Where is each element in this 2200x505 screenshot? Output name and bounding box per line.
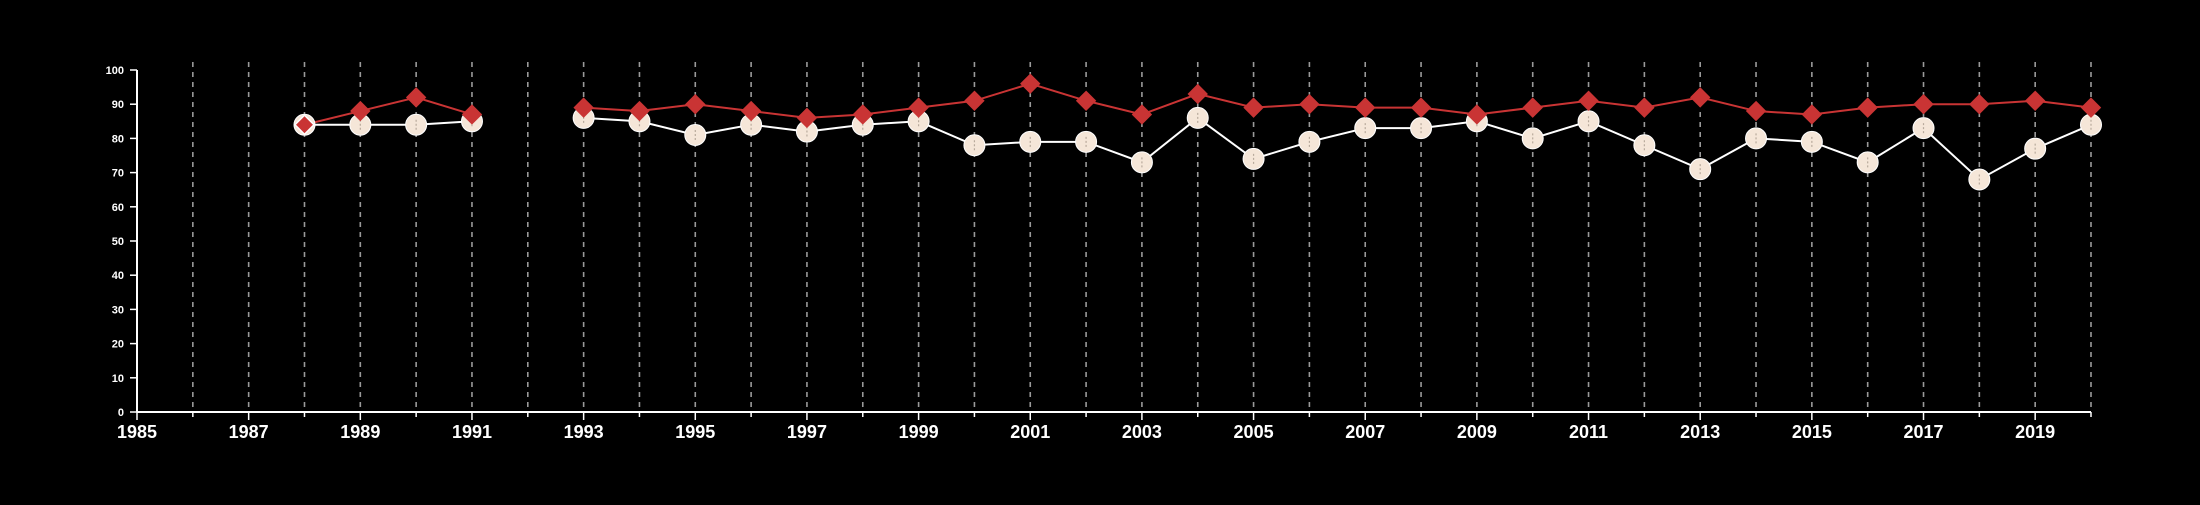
y-tick-label-80: 80 [112, 133, 124, 145]
series-2-point-2005 [1243, 97, 1264, 118]
series-2-point-1996 [740, 100, 762, 122]
y-tick-label-10: 10 [112, 373, 124, 385]
x-tick-label-1997: 1997 [787, 422, 827, 442]
x-tick-label-1989: 1989 [340, 422, 380, 442]
series-2-point-2000 [964, 90, 985, 111]
series-2-point-1994 [629, 100, 650, 122]
series-2-point-2007 [1355, 97, 1376, 118]
y-tick-label-60: 60 [112, 202, 124, 214]
x-tick-label-1999: 1999 [899, 422, 939, 442]
x-tick-label-2019: 2019 [2015, 422, 2055, 442]
series-1-line-segment-0 [304, 120, 473, 126]
series-2-line-segment-0 [304, 96, 473, 126]
series-2-point-2001 [1020, 73, 1041, 94]
series-2-point-2014 [1745, 100, 1767, 122]
x-tick-label-2013: 2013 [1680, 422, 1720, 442]
series-2-point-1990 [405, 87, 427, 108]
y-tick-label-30: 30 [112, 304, 124, 316]
series-2-point-2019 [2024, 90, 2046, 111]
series-2-point-2006 [1299, 93, 1320, 115]
series-2-point-2012 [1634, 97, 1655, 118]
y-tick-label-90: 90 [112, 99, 124, 111]
series-2-point-1999 [908, 97, 929, 118]
x-tick-label-2011: 2011 [1569, 422, 1608, 442]
series-2-point-2015 [1801, 104, 1823, 125]
x-tick-label-1985: 1985 [117, 422, 157, 442]
x-tick-label-2015: 2015 [1792, 422, 1832, 442]
series-2-point-1988 [293, 114, 316, 136]
series-2-point-1989 [350, 100, 371, 122]
series-1-line-segment-1 [583, 116, 2092, 181]
series-2-point-2016 [1857, 97, 1878, 118]
y-tick-label-100: 100 [106, 65, 124, 77]
x-tick-label-2007: 2007 [1345, 422, 1385, 442]
series-2-point-1995 [685, 93, 706, 115]
series-2-point-2018 [1969, 93, 1990, 115]
series-2-point-1993 [573, 97, 594, 118]
x-tick-label-2003: 2003 [1122, 422, 1162, 442]
y-tick-label-0: 0 [118, 407, 124, 419]
series-2-point-1998 [852, 104, 873, 125]
series-2-point-2017 [1913, 93, 1934, 115]
series-2-line-segment-1 [583, 82, 2092, 119]
series-2-point-2010 [1522, 97, 1543, 118]
y-tick-label-50: 50 [112, 236, 124, 248]
x-tick-label-1995: 1995 [675, 422, 715, 442]
x-tick-label-2005: 2005 [1234, 422, 1274, 442]
x-tick-label-1987: 1987 [229, 422, 269, 442]
series-layer [293, 73, 2102, 191]
y-tick-label-40: 40 [112, 270, 124, 282]
x-tick-label-2001: 2001 [1010, 422, 1050, 442]
axes-layer: 0 10 20 30 40 50 60 70 80 90 100 1985 1987 1989 1991 19… [106, 65, 2092, 442]
x-tick-label-2009: 2009 [1457, 422, 1497, 442]
series-2-point-1997 [796, 107, 818, 129]
series-2-point-1991 [461, 104, 483, 125]
y-tick-label-20: 20 [112, 339, 124, 351]
x-tick-label-1993: 1993 [564, 422, 604, 442]
x-tick-label-1991: 1991 [452, 422, 492, 442]
x-tick-label-2017: 2017 [1903, 422, 1943, 442]
series-2-point-2003 [1131, 104, 1153, 125]
grid-layer [192, 62, 2092, 412]
series-2-point-2009 [1466, 104, 1488, 125]
series-2-point-2011 [1578, 90, 1599, 111]
series-2-point-2004 [1187, 83, 1208, 105]
series-2-point-2008 [1410, 97, 1432, 118]
series-2-point-2020 [2080, 97, 2102, 118]
y-tick-label-70: 70 [112, 168, 124, 180]
series-2-point-2002 [1075, 90, 1097, 111]
series-2-point-2013 [1689, 87, 1711, 108]
